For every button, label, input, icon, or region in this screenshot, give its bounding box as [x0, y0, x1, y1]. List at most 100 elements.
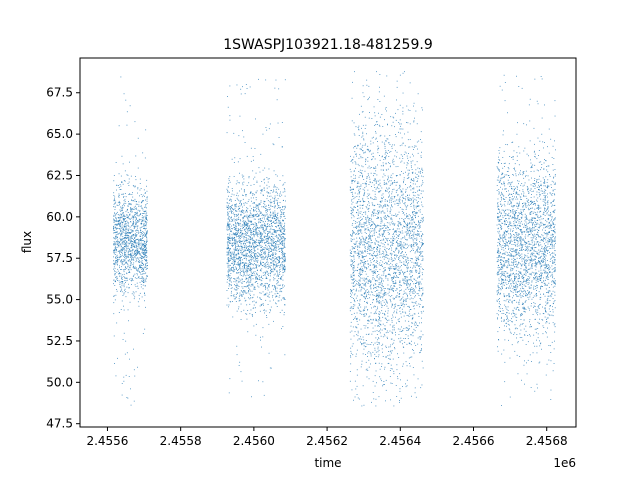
- data-point: [236, 280, 238, 282]
- data-point: [373, 288, 374, 290]
- data-point: [355, 175, 356, 177]
- data-point: [127, 215, 129, 217]
- data-point: [123, 196, 124, 198]
- data-point: [242, 292, 244, 294]
- data-point: [231, 225, 232, 227]
- data-point: [282, 240, 283, 242]
- data-point: [245, 269, 247, 271]
- data-point: [117, 259, 119, 261]
- data-point: [415, 396, 417, 398]
- data-point: [118, 221, 119, 223]
- data-point: [409, 260, 411, 262]
- data-point: [271, 223, 272, 224]
- data-point: [370, 260, 372, 262]
- data-point: [277, 265, 279, 266]
- data-point: [240, 228, 242, 229]
- data-point: [262, 213, 263, 215]
- data-point: [113, 199, 115, 201]
- data-point: [268, 237, 270, 239]
- data-point: [127, 235, 129, 237]
- data-point: [362, 252, 364, 254]
- data-point: [261, 224, 263, 226]
- data-point: [248, 248, 249, 249]
- data-point: [136, 239, 137, 241]
- data-point: [274, 223, 276, 224]
- data-point: [357, 144, 359, 146]
- data-point: [393, 268, 395, 270]
- data-point: [376, 257, 378, 259]
- data-point: [272, 265, 274, 267]
- data-point: [141, 280, 142, 282]
- data-point: [125, 243, 127, 245]
- data-point: [351, 240, 353, 242]
- data-point: [137, 250, 138, 252]
- data-point: [235, 249, 237, 251]
- data-point: [247, 292, 249, 294]
- data-point: [393, 117, 395, 119]
- data-point: [256, 265, 257, 267]
- data-point: [129, 278, 130, 280]
- data-point: [396, 189, 398, 191]
- data-point: [125, 258, 127, 260]
- data-point: [144, 243, 146, 244]
- data-point: [240, 240, 242, 242]
- data-point: [143, 227, 145, 229]
- data-point: [385, 276, 386, 278]
- data-point: [120, 246, 122, 248]
- data-point: [273, 231, 275, 232]
- data-point: [121, 232, 123, 234]
- data-point: [265, 264, 267, 266]
- data-point: [252, 215, 254, 217]
- data-point: [352, 231, 354, 232]
- data-point: [407, 199, 409, 200]
- data-point: [237, 230, 239, 232]
- data-point: [146, 218, 147, 220]
- data-point: [251, 297, 253, 299]
- data-point: [263, 214, 264, 216]
- data-point: [231, 239, 233, 241]
- data-point: [144, 206, 146, 208]
- data-point: [240, 272, 241, 274]
- data-point: [416, 293, 418, 295]
- data-point: [121, 248, 123, 250]
- data-point: [414, 252, 416, 254]
- data-point: [273, 214, 275, 216]
- data-point: [400, 224, 402, 226]
- data-point: [351, 208, 353, 210]
- data-point: [258, 204, 260, 206]
- data-point: [238, 225, 240, 226]
- data-point: [234, 157, 236, 159]
- data-point: [256, 213, 258, 215]
- data-point: [120, 260, 121, 262]
- data-point: [378, 264, 380, 266]
- data-point: [273, 279, 275, 281]
- data-point: [382, 225, 384, 226]
- data-point: [254, 228, 256, 230]
- data-point: [266, 240, 268, 242]
- data-point: [382, 155, 383, 157]
- data-point: [255, 258, 256, 260]
- data-point: [412, 226, 414, 227]
- data-point: [382, 206, 384, 208]
- data-point: [230, 217, 232, 219]
- data-point: [272, 143, 274, 145]
- data-point: [116, 276, 118, 278]
- data-point: [252, 285, 254, 287]
- data-point: [279, 291, 281, 293]
- data-point: [274, 286, 276, 287]
- data-point: [249, 268, 251, 270]
- data-point: [381, 306, 383, 308]
- data-point: [115, 280, 116, 282]
- data-point: [231, 211, 233, 212]
- data-point: [359, 312, 361, 314]
- data-point: [394, 277, 396, 278]
- data-point: [379, 368, 381, 370]
- data-point: [241, 253, 243, 255]
- data-point: [265, 210, 267, 212]
- data-point: [244, 263, 245, 265]
- data-point: [388, 227, 389, 229]
- data-point: [279, 215, 281, 217]
- data-point: [132, 196, 134, 198]
- data-point: [409, 123, 411, 125]
- data-point: [272, 256, 274, 258]
